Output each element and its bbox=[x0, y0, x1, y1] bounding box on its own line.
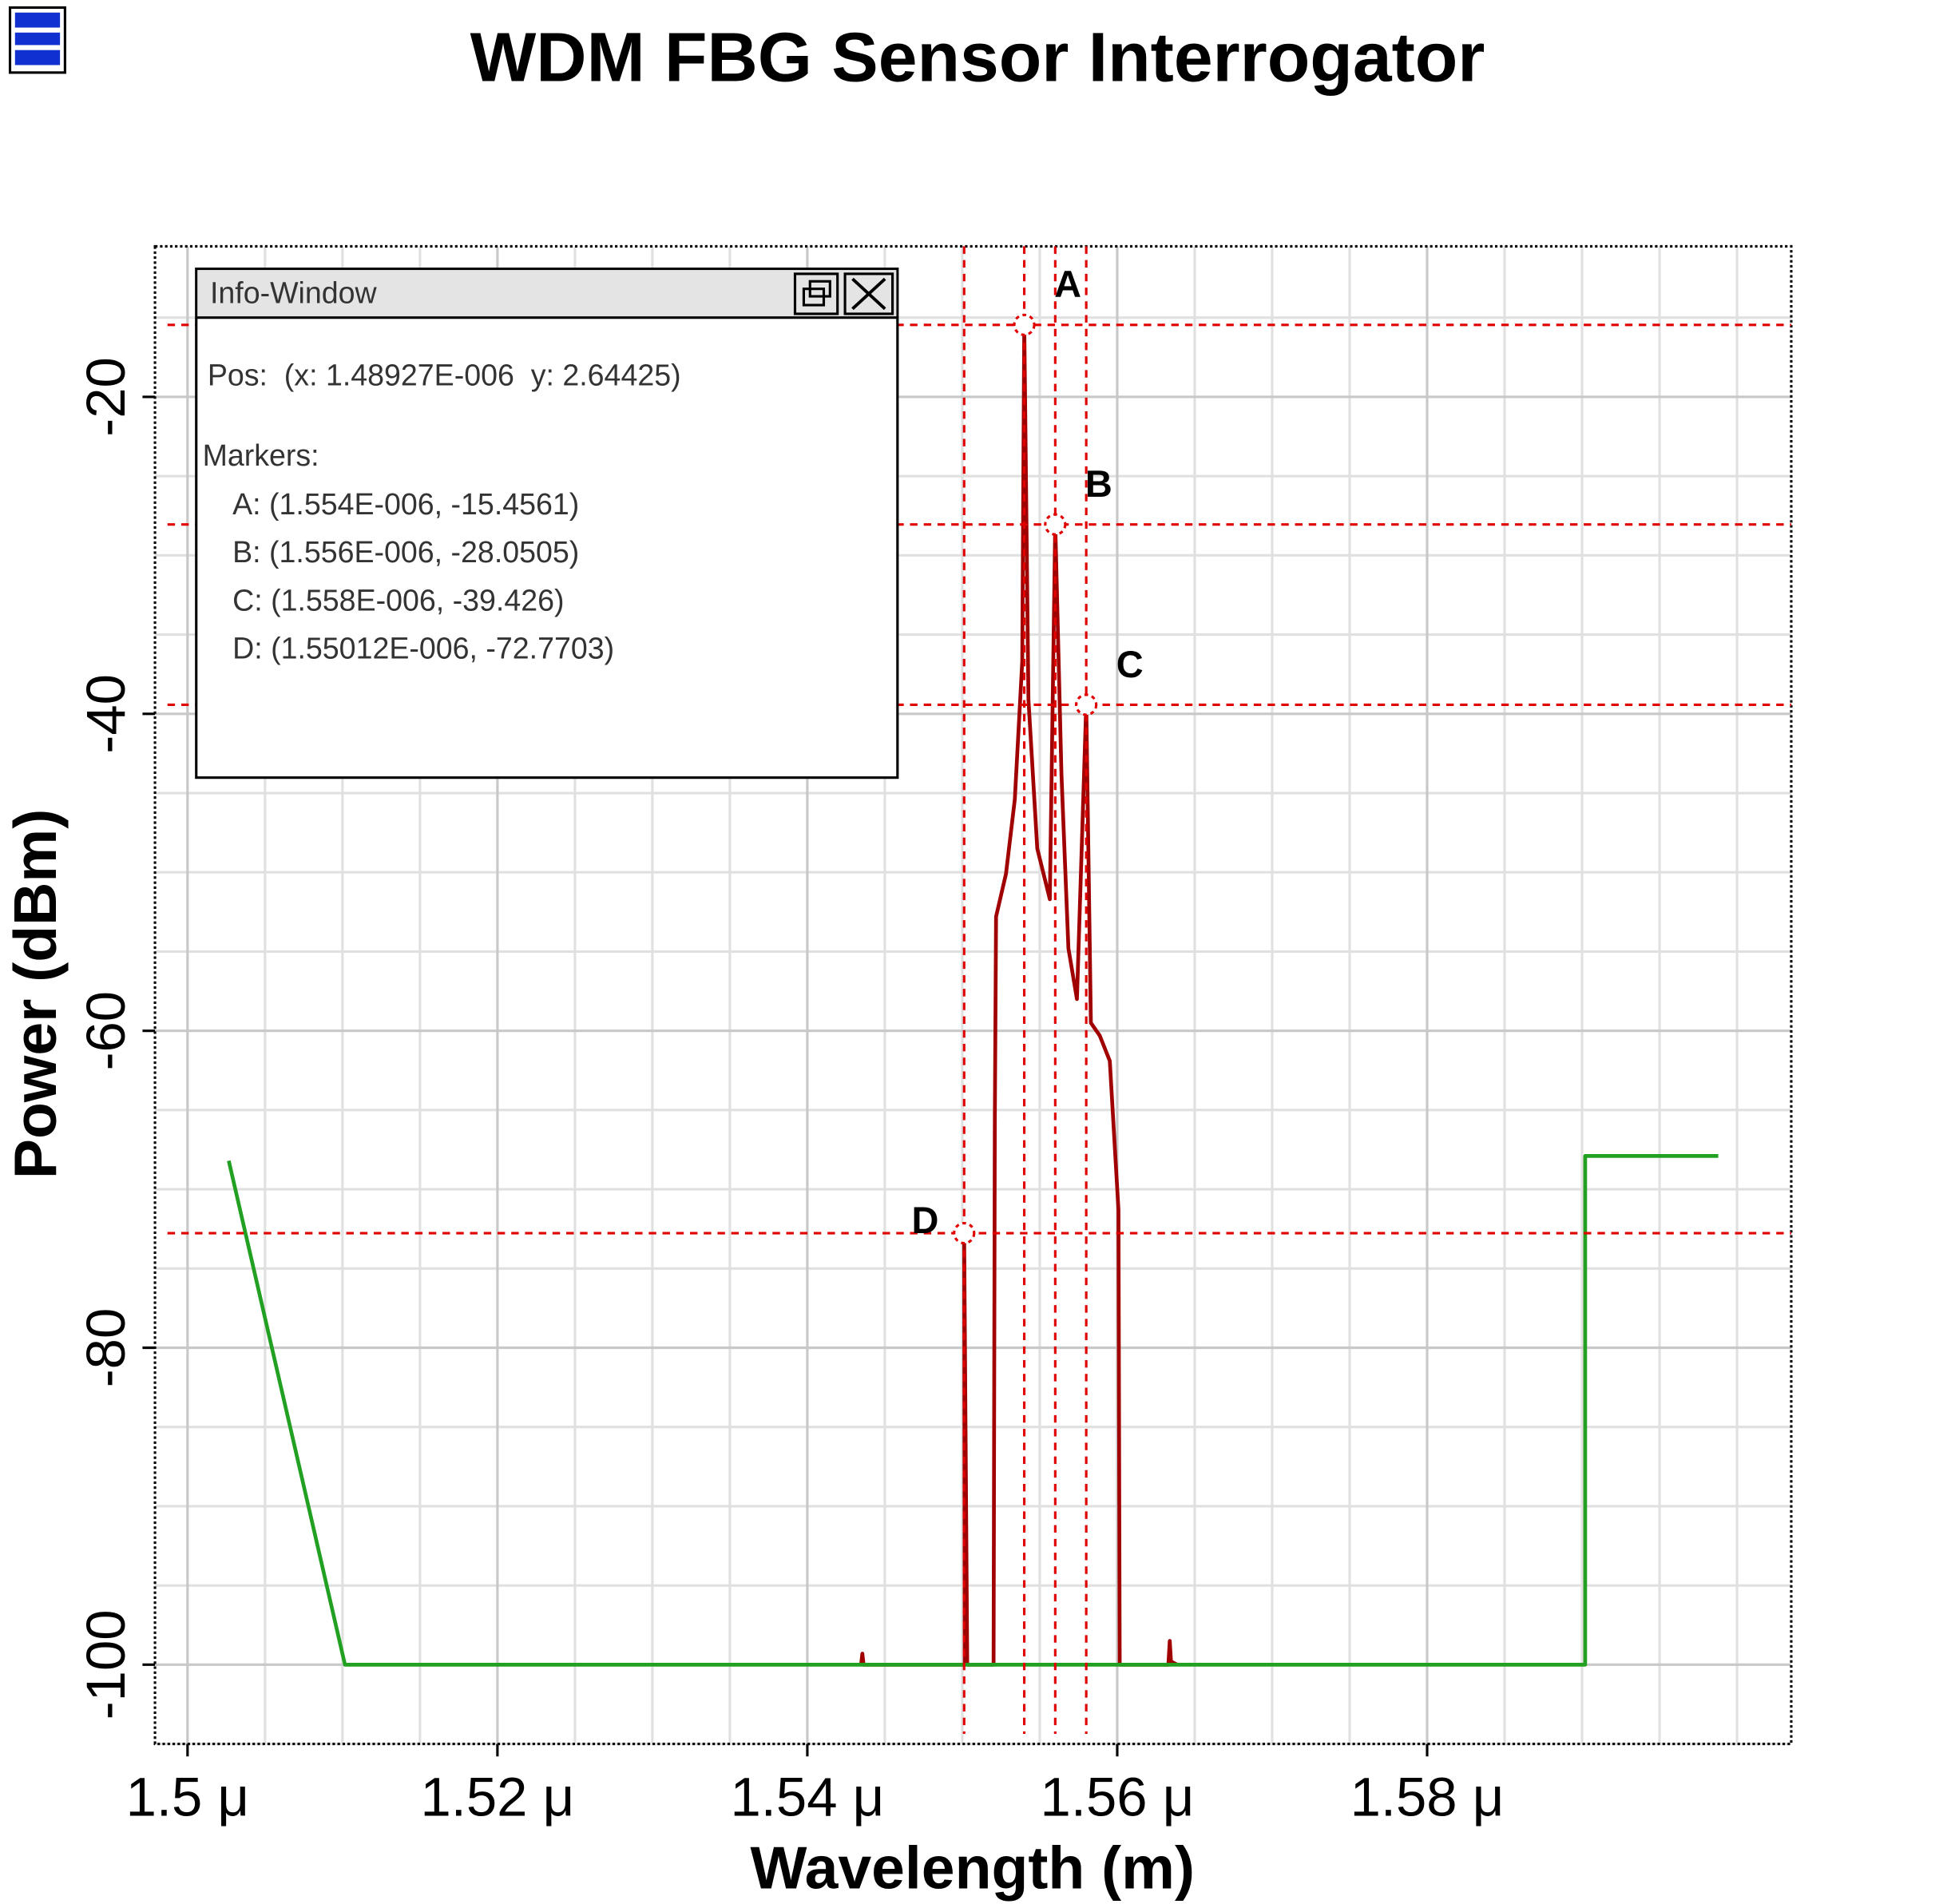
info-marker-line: B: (1.556E-006, -28.0505) bbox=[232, 535, 579, 569]
info-marker-line: C: (1.558E-006, -39.426) bbox=[232, 583, 564, 617]
marker-point bbox=[1044, 513, 1067, 536]
x-tick-label: 1.58 μ bbox=[1350, 1767, 1505, 1828]
y-tick-label: -20 bbox=[75, 357, 137, 437]
marker-label: D bbox=[912, 1199, 939, 1241]
y-tick-label: -100 bbox=[75, 1609, 137, 1720]
info-pos: Pos: (x: 1.48927E-006 y: 2.64425) bbox=[208, 359, 681, 392]
x-tick-label: 1.54 μ bbox=[731, 1767, 885, 1828]
marker-point bbox=[1013, 313, 1036, 336]
y-tick-label: -80 bbox=[75, 1308, 137, 1388]
y-axis-label: Power (dBm) bbox=[2, 809, 69, 1179]
marker-label: C bbox=[1116, 643, 1144, 685]
y-tick-label: -60 bbox=[75, 991, 137, 1071]
info-window: Info-Window Pos: (x: 1.48927E-006 y: 2.6… bbox=[195, 268, 899, 779]
x-axis-label: Wavelength (m) bbox=[750, 1835, 1195, 1902]
series-line bbox=[227, 1154, 1719, 1667]
marker-point bbox=[1075, 693, 1098, 716]
info-title: Info-Window bbox=[210, 276, 378, 309]
y-tick-label: -40 bbox=[75, 674, 137, 754]
info-marker-line: D: (1.55012E-006, -72.7703) bbox=[232, 632, 614, 665]
chart-title: WDM FBG Sensor Interrogator bbox=[470, 18, 1485, 97]
x-tick-label: 1.52 μ bbox=[420, 1767, 574, 1828]
info-marker-line: A: (1.554E-006, -15.4561) bbox=[232, 487, 579, 521]
x-tick-label: 1.5 μ bbox=[126, 1767, 250, 1828]
app-icon bbox=[8, 6, 66, 74]
marker-label: B bbox=[1085, 462, 1112, 505]
plot-frame bbox=[153, 244, 1793, 1746]
marker-label: A bbox=[1054, 263, 1081, 305]
info-markers-heading: Markers: bbox=[203, 438, 319, 472]
marker-point bbox=[953, 1221, 976, 1245]
x-tick-label: 1.56 μ bbox=[1041, 1767, 1195, 1828]
series-line bbox=[859, 323, 1179, 1667]
